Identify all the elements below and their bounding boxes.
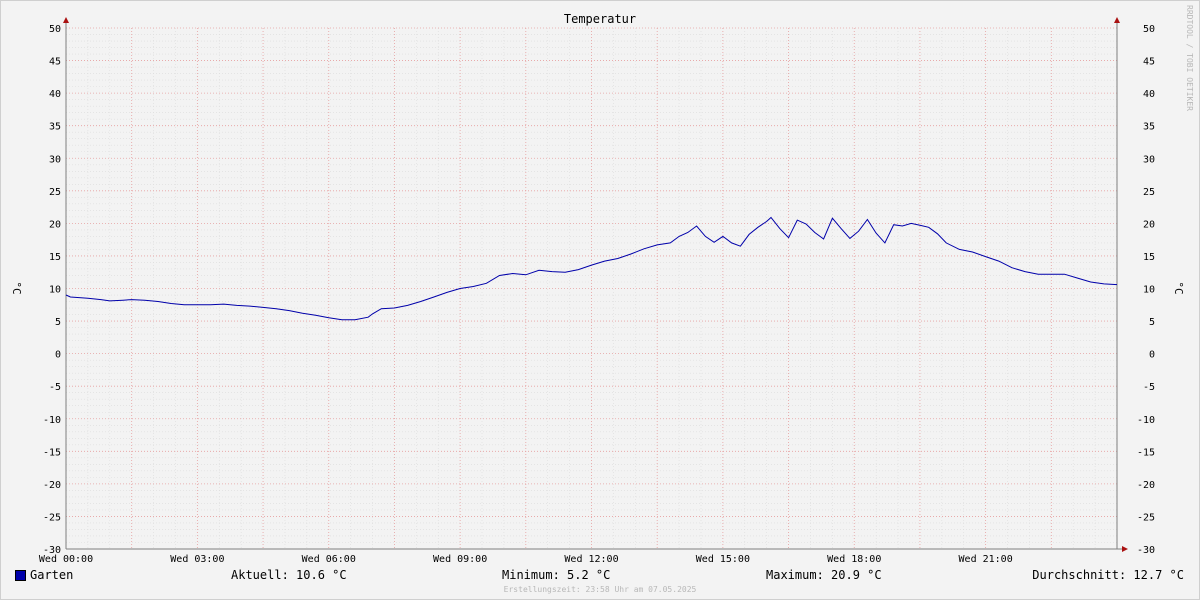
y-axis-label-left: °C	[10, 281, 23, 294]
x-axis-arrow-icon	[1122, 546, 1128, 552]
y-tick-label-right: -5	[1143, 382, 1155, 393]
x-tick-label: Wed 06:00	[302, 554, 356, 565]
y-tick-label-left: -5	[49, 382, 61, 393]
y-tick-label-right: 5	[1149, 317, 1155, 328]
y-tick-label-left: 15	[49, 252, 61, 263]
legend-maximum: Maximum: 20.9 °C	[766, 568, 882, 582]
y-tick-label-right: -30	[1137, 545, 1155, 556]
axes	[63, 17, 1128, 552]
y-tick-label-right: 20	[1143, 219, 1155, 230]
y-tick-label-right: 25	[1143, 187, 1155, 198]
legend-series-name: Garten	[30, 568, 74, 582]
y-tick-label-left: -15	[43, 447, 61, 458]
y-tick-label-left: 45	[49, 57, 61, 68]
y-tick-label-right: 40	[1143, 89, 1155, 100]
y-tick-label-left: 25	[49, 187, 61, 198]
y-axis-arrow-right-icon	[1114, 17, 1120, 23]
y-tick-label-left: -25	[43, 512, 61, 523]
y-axis-arrow-left-icon	[63, 17, 69, 23]
legend-minimum: Minimum: 5.2 °C	[502, 568, 611, 582]
x-tick-label: Wed 12:00	[564, 554, 618, 565]
y-tick-label-left: -30	[43, 545, 61, 556]
y-tick-label-right: 35	[1143, 122, 1155, 133]
y-tick-label-left: 20	[49, 219, 61, 230]
y-tick-label-left: 50	[49, 24, 61, 35]
y-tick-label-left: -10	[43, 415, 61, 426]
chart-title: Temperatur	[564, 12, 636, 26]
y-tick-label-right: 50	[1143, 24, 1155, 35]
x-tick-labels: Wed 00:00 Wed 03:00 Wed 06:00 Wed 09:00 Wed …	[39, 554, 1013, 565]
y-tick-label-right: -10	[1137, 415, 1155, 426]
x-tick-label: Wed 18:00	[827, 554, 881, 565]
y-tick-label-left: 30	[49, 154, 61, 165]
y-tick-label-left: -20	[43, 480, 61, 491]
footer-timestamp: Erstellungszeit: 23:58 Uhr am 07.05.2025	[503, 585, 697, 594]
y-tick-label-left: 5	[55, 317, 61, 328]
legend-average: Durchschnitt: 12.7 °C	[1032, 568, 1184, 582]
y-tick-label-right: 15	[1143, 252, 1155, 263]
x-tick-label: Wed 09:00	[433, 554, 487, 565]
legend-current: Aktuell: 10.6 °C	[231, 568, 347, 582]
legend-swatch-garten	[15, 570, 26, 581]
y-tick-label-left: 0	[55, 350, 61, 361]
watermark: RRDTOOL / TOBI OETIKER	[1185, 5, 1194, 111]
x-tick-label: Wed 21:00	[959, 554, 1013, 565]
y-tick-label-right: 30	[1143, 154, 1155, 165]
grid	[66, 27, 1117, 550]
y-tick-label-left: 40	[49, 89, 61, 100]
y-tick-label-right: -20	[1137, 480, 1155, 491]
x-tick-label: Wed 03:00	[170, 554, 224, 565]
x-tick-label: Wed 00:00	[39, 554, 93, 565]
y-axis-label-right: °C	[1172, 281, 1185, 294]
series-line-garten	[65, 216, 1118, 321]
y-tick-label-right: -15	[1137, 447, 1155, 458]
y-tick-label-left: 35	[49, 122, 61, 133]
y-tick-label-left: 10	[49, 285, 61, 296]
y-tick-label-right: 10	[1143, 285, 1155, 296]
y-tick-label-right: 0	[1149, 350, 1155, 361]
y-tick-label-right: -25	[1137, 512, 1155, 523]
y-tick-label-right: 45	[1143, 57, 1155, 68]
x-tick-label: Wed 15:00	[696, 554, 750, 565]
